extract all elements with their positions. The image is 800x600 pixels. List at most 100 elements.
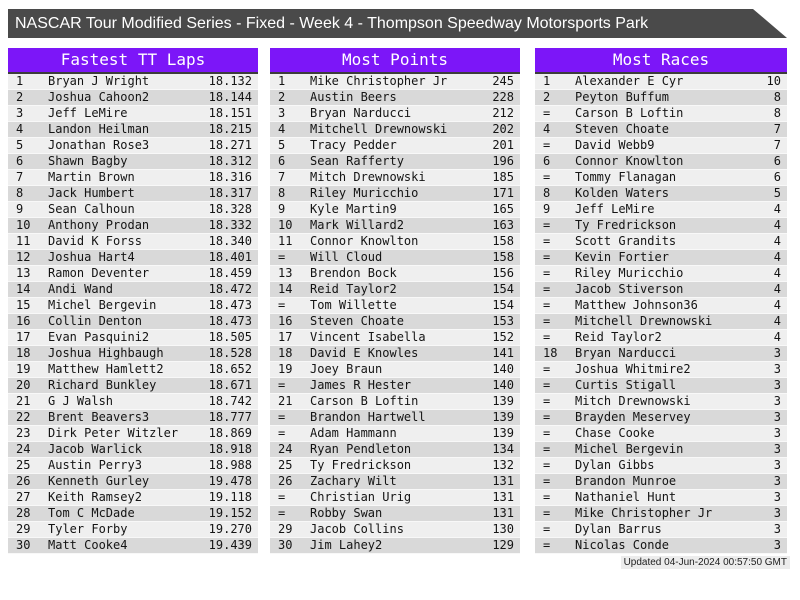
value-cell: 4 [773,282,781,296]
table-row: 21 G J Walsh 18.742 [8,394,258,410]
table-row: 3 Bryan Narducci 212 [270,106,520,122]
value-cell: 18.777 [208,410,252,424]
table-row: 18 Joshua Highbaugh 18.528 [8,346,258,362]
rank-cell: 14 [278,282,293,296]
rank-cell: = [543,330,551,344]
driver-name: Matt Cooke4 [48,538,128,552]
driver-name: Tracy Pedder [310,138,397,152]
driver-name: Mike Christopher Jr [575,506,713,520]
table-row: 8 Riley Muricchio 171 [270,186,520,202]
rank-cell: = [543,538,551,552]
value-cell: 130 [492,522,514,536]
rank-cell: = [543,458,551,472]
value-cell: 18.132 [208,74,252,88]
driver-name: Joshua Highbaugh [48,346,164,360]
rank-cell: 30 [278,538,293,552]
table-row: 29 Jacob Collins 130 [270,522,520,538]
value-cell: 171 [492,186,514,200]
driver-name: Tom Willette [310,298,397,312]
value-cell: 3 [773,442,781,456]
table-row: 19 Joey Braun 140 [270,362,520,378]
driver-name: Jonathan Rose3 [48,138,150,152]
table-row: 20 Richard Bunkley 18.671 [8,378,258,394]
table-row: 17 Evan Pasquini2 18.505 [8,330,258,346]
rank-cell: 28 [16,506,31,520]
driver-name: Brendon Bock [310,266,397,280]
rank-cell: 20 [16,378,31,392]
driver-name: Robby Swan [310,506,383,520]
board-header-most-points: Most Points [270,48,520,74]
rank-cell: = [543,170,551,184]
driver-name: Dirk Peter Witzler [48,426,179,440]
driver-name: Joshua Cahoon2 [48,90,150,104]
rank-cell: 2 [278,90,286,104]
driver-name: Kevin Fortier [575,250,669,264]
driver-name: Zachary Wilt [310,474,397,488]
driver-name: Mitchell Drewnowski [310,122,448,136]
value-cell: 18.271 [208,138,252,152]
rank-cell: 1 [543,74,551,88]
driver-name: Austin Perry3 [48,458,142,472]
rank-cell: = [543,474,551,488]
board-rows: 1 Mike Christopher Jr 245 2 Austin Beers 228 3… [270,74,520,554]
driver-name: Vincent Isabella [310,330,426,344]
driver-name: Kolden Waters [575,186,669,200]
value-cell: 140 [492,378,514,392]
rank-cell: = [543,234,551,248]
table-row: 16 Collin Denton 18.473 [8,314,258,330]
rank-cell: = [278,378,286,392]
driver-name: Peyton Buffum [575,90,669,104]
value-cell: 245 [492,74,514,88]
table-row: 17 Vincent Isabella 152 [270,330,520,346]
table-row: 3 Jeff LeMire 18.151 [8,106,258,122]
value-cell: 8 [773,106,781,120]
driver-name: Bryan Narducci [310,106,412,120]
driver-name: Mitch Drewnowski [575,394,691,408]
driver-name: Connor Knowlton [310,234,419,248]
driver-name: Kenneth Gurley [48,474,150,488]
value-cell: 3 [773,378,781,392]
rank-cell: 9 [16,202,24,216]
value-cell: 18.988 [208,458,252,472]
value-cell: 19.439 [208,538,252,552]
table-row: = Nicolas Conde 3 [535,538,787,554]
driver-name: Jacob Collins [310,522,404,536]
table-row: = Tom Willette 154 [270,298,520,314]
table-row: = Brayden Meservey 3 [535,410,787,426]
driver-name: Tom C McDade [48,506,135,520]
table-row: = Chase Cooke 3 [535,426,787,442]
value-cell: 156 [492,266,514,280]
rank-cell: 1 [278,74,286,88]
driver-name: Sean Calhoun [48,202,135,216]
table-row: = Robby Swan 131 [270,506,520,522]
rank-cell: 17 [16,330,31,344]
rank-cell: 29 [278,522,293,536]
rank-cell: 26 [278,474,293,488]
value-cell: 18.215 [208,122,252,136]
table-row: 10 Anthony Prodan 18.332 [8,218,258,234]
value-cell: 152 [492,330,514,344]
table-row: = Ty Fredrickson 4 [535,218,787,234]
driver-name: Scott Grandits [575,234,677,248]
table-row: 6 Shawn Bagby 18.312 [8,154,258,170]
value-cell: 201 [492,138,514,152]
board-title: Most Points [342,50,448,69]
table-row: 30 Matt Cooke4 19.439 [8,538,258,554]
rank-cell: 11 [278,234,293,248]
table-row: 4 Steven Choate 7 [535,122,787,138]
driver-name: Andi Wand [48,282,114,296]
rank-cell: 25 [16,458,31,472]
table-row: 15 Michel Bergevin 18.473 [8,298,258,314]
rank-cell: 19 [278,362,293,376]
driver-name: Jeff LeMire [575,202,655,216]
rank-cell: = [543,490,551,504]
value-cell: 18.144 [208,90,252,104]
value-cell: 131 [492,474,514,488]
table-row: = Tommy Flanagan 6 [535,170,787,186]
value-cell: 185 [492,170,514,184]
value-cell: 19.270 [208,522,252,536]
table-row: = Kevin Fortier 4 [535,250,787,266]
driver-name: G J Walsh [48,394,114,408]
driver-name: Anthony Prodan [48,218,150,232]
rank-cell: 14 [16,282,31,296]
